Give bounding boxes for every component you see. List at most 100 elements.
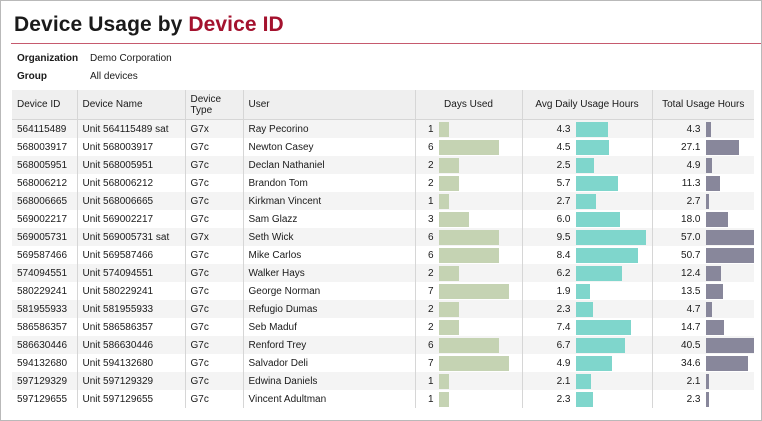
- days-used-bar-group: 2: [416, 318, 522, 336]
- device-id-cell: 597129655: [12, 390, 77, 408]
- days-used-value: 7: [427, 285, 434, 297]
- avg-daily-usage-bar-group: 6.2: [523, 264, 652, 282]
- avg-daily-usage-bar: [575, 247, 638, 263]
- days-used-cell: 7: [414, 282, 522, 300]
- column-header-total-usage[interactable]: Total Usage Hours: [651, 90, 754, 120]
- avg-daily-usage-bar: [575, 355, 612, 371]
- avg-daily-usage-bar: [575, 211, 620, 227]
- total-usage-value: 4.7: [686, 303, 701, 315]
- avg-daily-usage-bar-group: 8.4: [523, 246, 652, 264]
- avg-daily-usage-value: 7.4: [556, 321, 571, 333]
- avg-daily-usage-bar-group: 4.3: [523, 120, 652, 138]
- total-usage-bar-group: 18.0: [653, 210, 754, 228]
- avg-daily-usage-value: 4.5: [556, 141, 571, 153]
- total-usage-cell: 2.7: [651, 192, 754, 210]
- avg-daily-usage-cell: 6.0: [521, 210, 652, 228]
- days-used-cell: 1: [414, 390, 522, 408]
- device-name-cell: Unit 597129655: [76, 390, 185, 408]
- days-used-bar-track: [438, 139, 509, 155]
- days-used-bar-group: 6: [416, 246, 522, 264]
- user-cell: Ray Pecorino: [242, 119, 415, 138]
- table-row: 574094551 Unit 574094551 G7c Walker Hays 2 6.…: [12, 264, 754, 282]
- total-usage-bar-track: [705, 301, 755, 317]
- table-row: 586586357 Unit 586586357 G7c Seb Maduf 2 7.4 1…: [12, 318, 754, 336]
- avg-daily-usage-value: 2.7: [556, 195, 571, 207]
- days-used-cell: 3: [414, 210, 522, 228]
- avg-daily-usage-bar-track: [575, 391, 646, 407]
- device-type-cell: G7c: [184, 282, 243, 300]
- device-type-cell: G7c: [184, 390, 243, 408]
- total-usage-bar: [705, 211, 728, 227]
- group-filter: Group All devices: [17, 71, 138, 82]
- avg-daily-usage-bar-group: 4.5: [523, 138, 652, 156]
- total-usage-value: 27.1: [681, 141, 701, 153]
- table-row: 597129329 Unit 597129329 G7c Edwina Daniels…: [12, 372, 754, 390]
- total-usage-bar-track: [705, 265, 755, 281]
- table-row: 597129655 Unit 597129655 G7c Vincent Adultm…: [12, 390, 754, 408]
- avg-daily-usage-value: 2.3: [556, 393, 571, 405]
- avg-daily-usage-bar: [575, 265, 622, 281]
- avg-daily-usage-bar-group: 2.3: [523, 300, 652, 318]
- user-cell: Brandon Tom: [242, 174, 415, 192]
- avg-daily-usage-bar-group: 2.5: [523, 156, 652, 174]
- days-used-cell: 6: [414, 138, 522, 156]
- days-used-bar-track: [438, 229, 509, 245]
- days-used-bar-group: 2: [416, 300, 522, 318]
- total-usage-bar-track: [705, 391, 755, 407]
- column-header-days-used[interactable]: Days Used: [414, 90, 522, 120]
- avg-daily-usage-bar: [575, 283, 590, 299]
- report-title: Device Usage by Device ID: [14, 13, 284, 37]
- avg-daily-usage-bar-track: [575, 139, 646, 155]
- device-name-cell: Unit 568006665: [76, 192, 185, 210]
- device-id-cell: 568006665: [12, 192, 77, 210]
- days-used-bar: [438, 211, 469, 227]
- days-used-bar-track: [438, 391, 509, 407]
- table-row: 569005731 Unit 569005731 sat G7x Seth Wick 6…: [12, 228, 754, 246]
- avg-daily-usage-bar-group: 6.0: [523, 210, 652, 228]
- avg-daily-usage-cell: 2.3: [521, 300, 652, 318]
- avg-daily-usage-cell: 4.5: [521, 138, 652, 156]
- days-used-bar-group: 6: [416, 138, 522, 156]
- column-header-device-id[interactable]: Device ID: [12, 90, 77, 120]
- device-name-cell: Unit 586586357: [76, 318, 185, 336]
- avg-daily-usage-bar-track: [575, 229, 646, 245]
- days-used-bar-track: [438, 283, 509, 299]
- avg-daily-usage-cell: 2.5: [521, 156, 652, 174]
- days-used-bar-track: [438, 157, 509, 173]
- total-usage-bar: [705, 373, 709, 389]
- days-used-cell: 2: [414, 300, 522, 318]
- total-usage-cell: 11.3: [651, 174, 754, 192]
- days-used-bar: [438, 229, 499, 245]
- total-usage-value: 14.7: [681, 321, 701, 333]
- device-id-cell: 574094551: [12, 264, 77, 282]
- column-header-device-type[interactable]: Device Type: [184, 90, 243, 120]
- days-used-bar: [438, 157, 459, 173]
- device-type-cell: G7c: [184, 138, 243, 156]
- user-cell: George Norman: [242, 282, 415, 300]
- column-header-avg-daily-usage[interactable]: Avg Daily Usage Hours: [521, 90, 652, 120]
- report-title-accent: Device ID: [188, 13, 284, 36]
- title-divider: [11, 43, 761, 44]
- table-header-row: Device ID Device Name Device Type User D…: [12, 90, 754, 120]
- organization-label: Organization: [17, 53, 79, 64]
- days-used-value: 2: [427, 267, 434, 279]
- avg-daily-usage-value: 1.9: [556, 285, 571, 297]
- column-header-user[interactable]: User: [242, 90, 415, 120]
- device-name-cell: Unit 569002217: [76, 210, 185, 228]
- days-used-bar: [438, 355, 509, 371]
- table-row: 568006212 Unit 568006212 G7c Brandon Tom 2 5.…: [12, 174, 754, 192]
- table-body: 564115489 Unit 564115489 sat G7x Ray Pecori…: [12, 119, 755, 408]
- column-header-device-name[interactable]: Device Name: [76, 90, 185, 120]
- days-used-bar: [438, 373, 449, 389]
- total-usage-bar-group: 4.9: [653, 156, 754, 174]
- days-used-value: 6: [427, 249, 434, 261]
- total-usage-bar-group: 2.3: [653, 390, 755, 408]
- device-name-cell: Unit 580229241: [76, 282, 185, 300]
- days-used-bar-track: [438, 247, 509, 263]
- total-usage-bar: [705, 229, 754, 245]
- total-usage-bar: [705, 301, 712, 317]
- avg-daily-usage-bar: [575, 139, 609, 155]
- total-usage-bar-track: [705, 139, 755, 155]
- avg-daily-usage-bar-group: 9.5: [523, 228, 652, 246]
- total-usage-bar-track: [705, 283, 755, 299]
